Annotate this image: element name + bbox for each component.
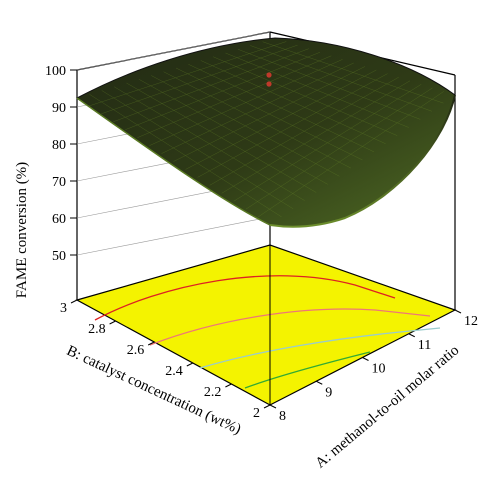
mesh-line	[221, 80, 411, 194]
design-point-2	[266, 81, 272, 87]
x-tick-label: 11	[418, 338, 431, 353]
y-tick-label: 2.6	[127, 343, 145, 358]
mesh-line	[225, 52, 409, 128]
y-tick-mark	[225, 383, 232, 388]
mesh-line	[237, 49, 421, 120]
y-tick-mark	[186, 362, 194, 367]
surface-body	[76, 37, 456, 228]
x-tick-label: 9	[325, 385, 332, 400]
mesh-line	[209, 77, 399, 186]
y-tick-mark	[70, 299, 78, 304]
mesh-line	[185, 69, 377, 170]
mesh-line	[188, 64, 375, 153]
x-tick-label: 8	[279, 409, 286, 424]
y-tick-label: 2	[253, 406, 260, 421]
contour-line-1	[94, 275, 396, 321]
mesh-line	[250, 45, 432, 112]
floor-contours	[94, 275, 441, 389]
mesh-line	[233, 84, 422, 202]
x-tick-mark	[362, 357, 369, 361]
z-tick-label: 60	[52, 212, 66, 227]
mesh-line	[200, 60, 386, 144]
z-axis-title: FAME conversion (%)	[14, 162, 30, 298]
z-tick-label: 100	[45, 64, 66, 79]
z-axis: 50 60 70 80 90 100	[45, 64, 77, 264]
surface-front-rim	[269, 94, 456, 228]
design-point-1	[266, 72, 272, 78]
mesh-line	[257, 91, 444, 218]
z-tick-label: 70	[52, 175, 66, 190]
y-tick-label: 3	[60, 301, 67, 316]
mesh-line	[245, 87, 433, 210]
x-tick-label: 12	[464, 314, 478, 329]
contour-line-4	[244, 351, 371, 389]
x-tick-mark	[408, 333, 415, 338]
contour-line-2	[149, 308, 431, 346]
x-tick-mark	[269, 404, 277, 409]
z-gridline	[76, 31, 271, 71]
x-tick-label: 10	[372, 362, 386, 377]
response-surface	[76, 37, 456, 228]
z-tick-label: 90	[52, 101, 66, 116]
mesh-line	[262, 41, 444, 104]
mesh-line	[213, 56, 398, 136]
surface-mesh	[89, 41, 444, 218]
y-tick-label: 2.2	[204, 385, 222, 400]
mesh-line	[197, 73, 388, 178]
surface-left-rim	[76, 97, 271, 226]
x-tick-mark	[454, 309, 462, 314]
z-tick-label: 50	[52, 249, 66, 264]
y-tick-mark	[147, 341, 155, 346]
x-axis: 8 9 10 11 12	[269, 309, 478, 424]
y-tick-mark	[109, 320, 116, 325]
y-tick-mark	[263, 404, 271, 409]
y-axis: 2 2.2 2.4 2.6 2.8 3	[60, 299, 271, 421]
design-points	[266, 72, 272, 87]
z-gridline	[76, 216, 271, 256]
y-tick-label: 2.8	[88, 322, 106, 337]
x-tick-mark	[316, 380, 323, 385]
contour-line-3	[199, 327, 441, 369]
mesh-line	[173, 66, 366, 162]
z-tick-label: 80	[52, 138, 66, 153]
y-tick-label: 2.4	[165, 364, 183, 379]
